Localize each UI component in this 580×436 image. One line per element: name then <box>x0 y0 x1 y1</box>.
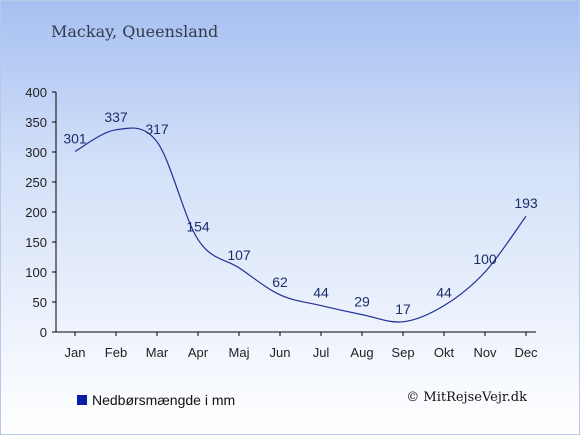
y-tick-label: 200 <box>25 205 47 220</box>
legend: Nedbørsmængde i mm <box>77 392 235 408</box>
data-label: 301 <box>63 130 87 146</box>
x-tick-label: Maj <box>229 345 250 360</box>
x-tick-label: Sep <box>391 345 414 360</box>
x-tick-label: Okt <box>434 345 455 360</box>
y-tick-label: 150 <box>25 235 47 250</box>
legend-label: Nedbørsmængde i mm <box>92 392 236 408</box>
data-label: 62 <box>272 274 288 290</box>
x-tick-label: Dec <box>514 345 538 360</box>
data-label: 193 <box>514 195 538 211</box>
data-label: 100 <box>473 251 497 267</box>
y-tick-label: 300 <box>25 145 47 160</box>
data-label: 29 <box>354 294 370 310</box>
chart-title: Mackay, Queensland <box>51 22 219 41</box>
series-line <box>74 127 527 323</box>
y-tick-label: 350 <box>25 115 47 130</box>
data-label: 107 <box>227 247 251 263</box>
x-tick-label: Apr <box>188 345 209 360</box>
y-tick-label: 50 <box>33 295 47 310</box>
x-tick-label: Jun <box>270 345 291 360</box>
y-tick-label: 400 <box>25 85 47 100</box>
data-label: 44 <box>313 285 329 301</box>
y-tick-label: 100 <box>25 265 47 280</box>
y-tick-label: 250 <box>25 175 47 190</box>
x-tick-label: Aug <box>350 345 373 360</box>
x-tick-label: Mar <box>146 345 169 360</box>
x-tick-label: Jul <box>313 345 330 360</box>
data-label: 17 <box>395 301 411 317</box>
x-tick-label: Feb <box>105 345 127 360</box>
data-label: 317 <box>145 121 169 137</box>
data-label: 154 <box>186 219 210 235</box>
credit-text: © MitRejseVejr.dk <box>406 390 527 405</box>
x-tick-label: Nov <box>473 345 497 360</box>
legend-swatch <box>77 395 87 405</box>
y-tick-label: 0 <box>40 325 47 340</box>
data-label: 44 <box>436 285 452 301</box>
x-tick-label: Jan <box>65 345 86 360</box>
data-label: 337 <box>104 109 128 125</box>
